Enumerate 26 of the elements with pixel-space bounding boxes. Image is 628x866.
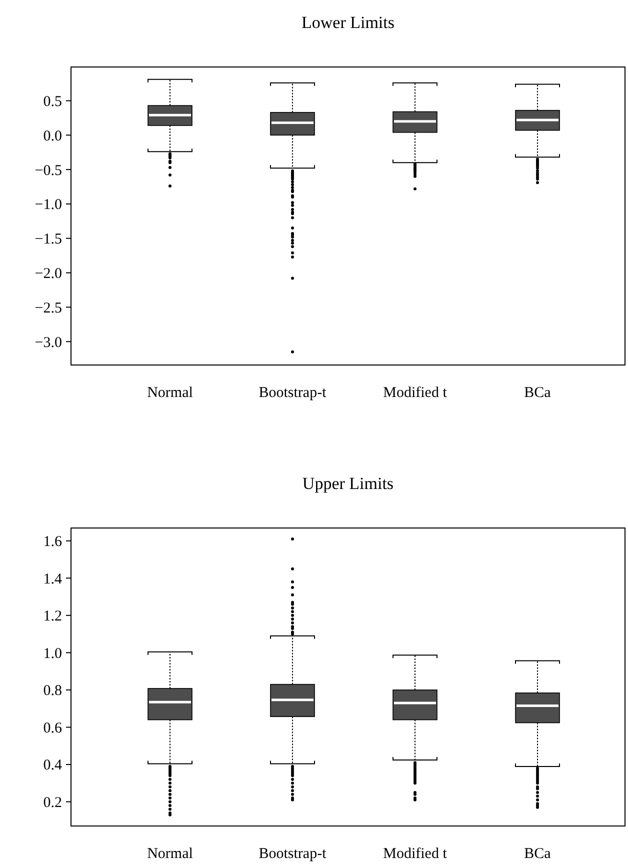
y-tick-label: −1.0 <box>34 197 62 214</box>
x-tick-label: BCa <box>524 846 552 862</box>
y-tick-label: −1.5 <box>34 232 62 248</box>
y-tick-label: 0.6 <box>43 720 62 736</box>
y-tick-label: 1.6 <box>43 534 62 550</box>
y-tick-label: 1.4 <box>43 571 62 588</box>
x-tick-label: Bootstrap-t <box>258 385 328 401</box>
y-tick-label: 0.8 <box>43 683 62 700</box>
x-tick-label: Bootstrap-t <box>258 846 328 862</box>
chart-title: Upper Limits <box>302 474 394 493</box>
y-tick-label: 1.2 <box>43 608 62 625</box>
y-tick-label: 0.0 <box>43 128 62 144</box>
x-tick-label: Modified t <box>383 385 448 401</box>
x-tick-label: BCa <box>524 385 552 401</box>
y-tick-label: −2.5 <box>34 300 62 316</box>
y-tick-label: −2.0 <box>34 266 62 282</box>
x-tick-label: Normal <box>147 846 193 862</box>
x-tick-label: Modified t <box>383 846 448 862</box>
x-tick-label: Normal <box>147 385 193 401</box>
y-tick-label: 1.0 <box>43 646 62 662</box>
y-tick-label: 0.5 <box>43 94 62 110</box>
y-tick-label: 0.2 <box>43 795 62 812</box>
chart-title: Lower Limits <box>301 13 395 32</box>
y-tick-label: −3.0 <box>34 334 62 351</box>
y-tick-label: −0.5 <box>34 162 62 179</box>
y-tick-label: 0.4 <box>43 758 62 774</box>
